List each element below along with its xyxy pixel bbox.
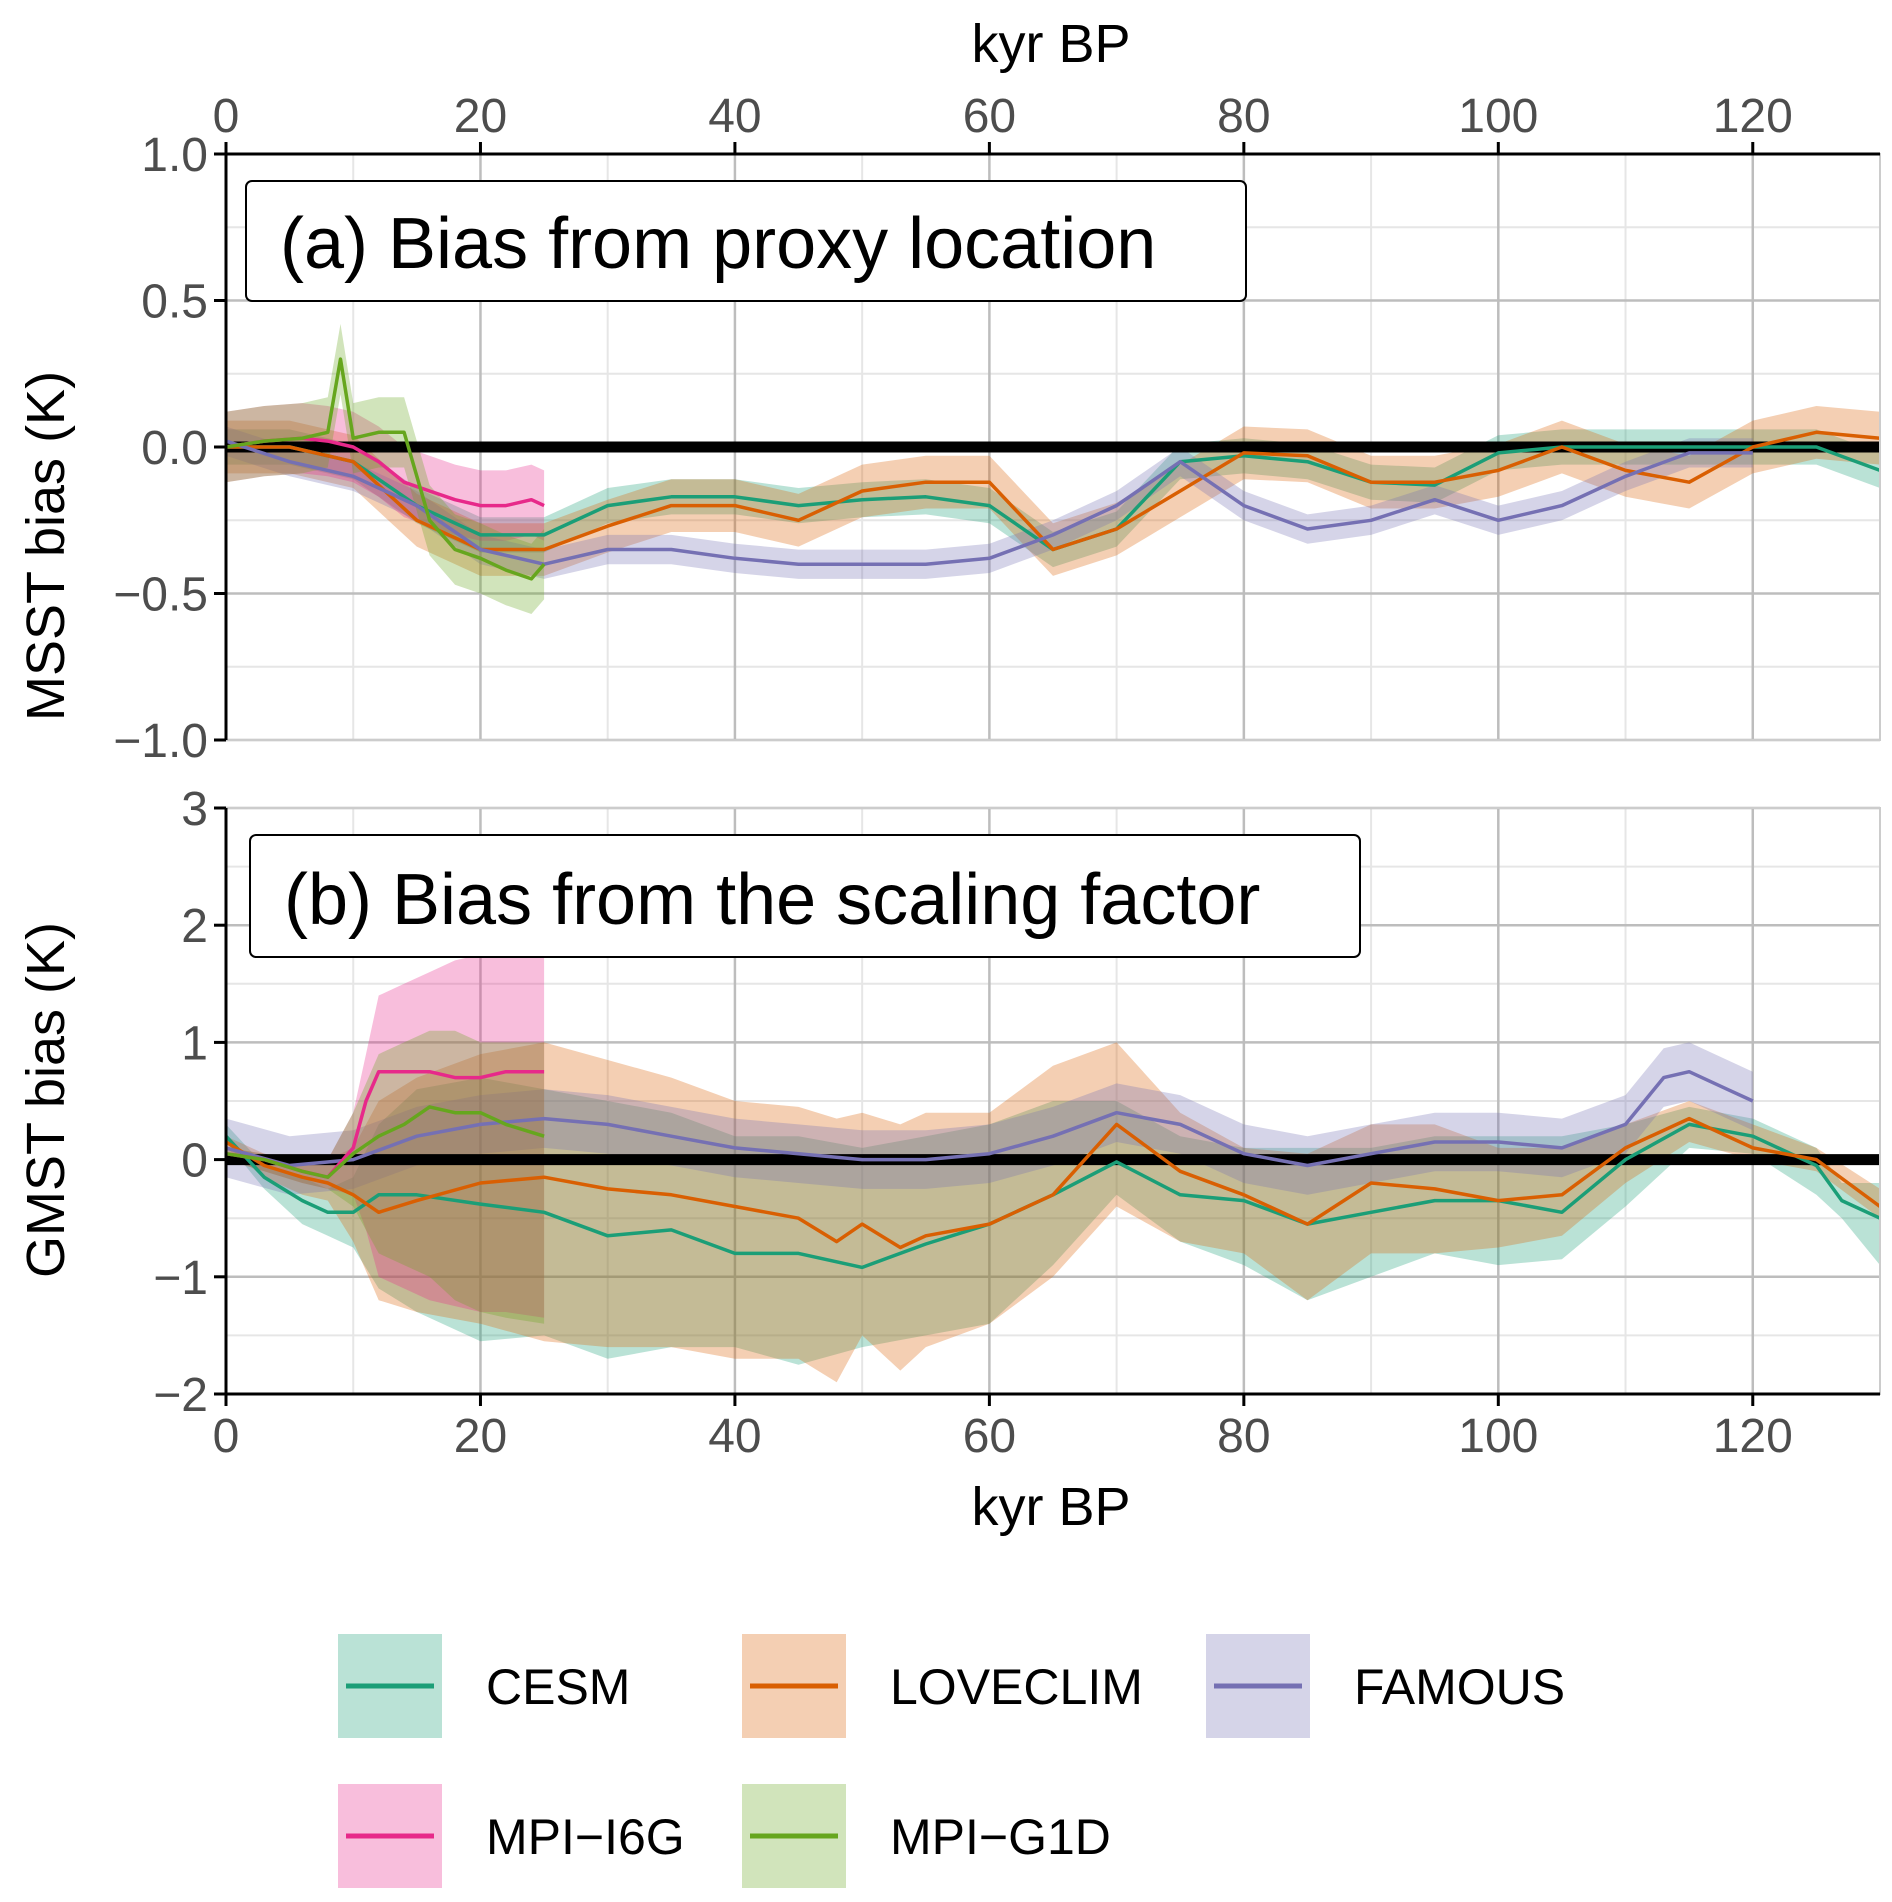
panel-b-x-tick-label: 40 (708, 1410, 761, 1463)
panel-b-y-tick-label: 2 (181, 900, 208, 953)
panel-a-y-tick-label: −0.5 (113, 569, 208, 622)
panel-a-x-tick-label: 60 (963, 90, 1016, 143)
panel-a-y-tick-label: 0.0 (141, 422, 208, 475)
panel-b-y-tick-label: −2 (153, 1369, 208, 1422)
panel-b-line-loveclim (225, 1116, 1882, 1250)
panel-a-y-axis-label: MSST bias (K) (16, 371, 76, 721)
panel-b: −2 −1 0 1 2 3 0 20 40 60 80 100 120 (b) Bias from t… (16, 783, 1882, 1463)
panel-b-x-tick-label: 80 (1217, 1410, 1270, 1463)
legend-label-loveclim: LOVECLIM (890, 1659, 1143, 1715)
panel-a-x-tick-label: 20 (454, 90, 507, 143)
panel-b-x-tick-label: 60 (963, 1410, 1016, 1463)
panel-a-x-tick-label: 100 (1458, 90, 1538, 143)
panel-b-band-mpi-g1d (226, 1030, 545, 1324)
panel-a-band-cesm (226, 429, 1880, 568)
legend: CESM LOVECLIM FAMOUS MPI−I6G MPI−G1D (338, 1634, 1565, 1888)
panel-a-lines (225, 357, 1881, 581)
panel-b-title: (b) Bias from the scaling factor (284, 860, 1260, 940)
panel-a-title-box (245, 180, 1247, 302)
panel-b-y-ticks: −2 −1 0 1 2 3 (153, 783, 226, 1422)
panel-a-x-tick-label: 0 (213, 90, 240, 143)
panel-a-x-ticks: 0 20 40 60 80 100 120 (213, 90, 1880, 156)
panel-a-x-tick-label: 80 (1217, 90, 1270, 143)
top-axis-label: kyr BP (971, 14, 1130, 74)
panel-b-lines (224, 1069, 1882, 1270)
panel-b-y-tick-label: −1 (153, 1252, 208, 1305)
panel-a-x-tick-label: 120 (1713, 90, 1793, 143)
panel-b-y-tick-label: 3 (181, 783, 208, 836)
panel-a-x-tick-label: 40 (708, 90, 761, 143)
panel-a-title: (a) Bias from proxy location (280, 204, 1156, 284)
panel-b-x-tick-label: 20 (454, 1410, 507, 1463)
legend-label-mpi-i6g: MPI−I6G (486, 1809, 685, 1865)
panel-b-line-mpi-g1d (225, 1105, 545, 1179)
legend-label-mpi-g1d: MPI−G1D (890, 1809, 1111, 1865)
bottom-axis-label: kyr BP (971, 1477, 1130, 1537)
panel-b-x-ticks: 0 20 40 60 80 100 120 (213, 1392, 1880, 1463)
panel-a: −1.0 −0.5 0.0 0.5 1.0 0 20 40 60 80 100 120 (a) Bi… (16, 90, 1881, 768)
legend-item-mpi-g1d: MPI−G1D (742, 1784, 1111, 1888)
legend-label-cesm: CESM (486, 1659, 630, 1715)
panel-b-band-mpi-i6g (226, 942, 545, 1318)
panel-a-band-famous (226, 426, 1753, 579)
panel-a-line-famous (225, 439, 1753, 566)
panel-a-band-loveclim (226, 406, 1880, 576)
panel-b-title-box (249, 834, 1361, 958)
panel-b-y-tick-label: 1 (181, 1017, 208, 1070)
legend-item-cesm: CESM (338, 1634, 630, 1738)
legend-item-famous: FAMOUS (1206, 1634, 1565, 1738)
panel-a-y-tick-label: 1.0 (141, 129, 208, 182)
panel-a-line-loveclim (226, 430, 1881, 552)
panel-b-band-loveclim (226, 1042, 1880, 1383)
panel-b-band-cesm (226, 1077, 1880, 1365)
panel-a-line-mpi-g1d (225, 357, 546, 581)
panel-a-y-ticks: −1.0 −0.5 0.0 0.5 1.0 (113, 129, 226, 768)
legend-item-loveclim: LOVECLIM (742, 1634, 1143, 1738)
panel-b-x-tick-label: 0 (213, 1410, 240, 1463)
panel-a-y-tick-label: −1.0 (113, 715, 208, 768)
legend-label-famous: FAMOUS (1354, 1659, 1565, 1715)
panel-b-y-axis-label: GMST bias (K) (16, 922, 76, 1278)
panel-b-y-tick-label: 0 (181, 1135, 208, 1188)
panel-b-x-tick-label: 100 (1458, 1410, 1538, 1463)
legend-item-mpi-i6g: MPI−I6G (338, 1784, 685, 1888)
panel-b-x-tick-label: 120 (1713, 1410, 1793, 1463)
panel-a-y-tick-label: 0.5 (141, 276, 208, 329)
